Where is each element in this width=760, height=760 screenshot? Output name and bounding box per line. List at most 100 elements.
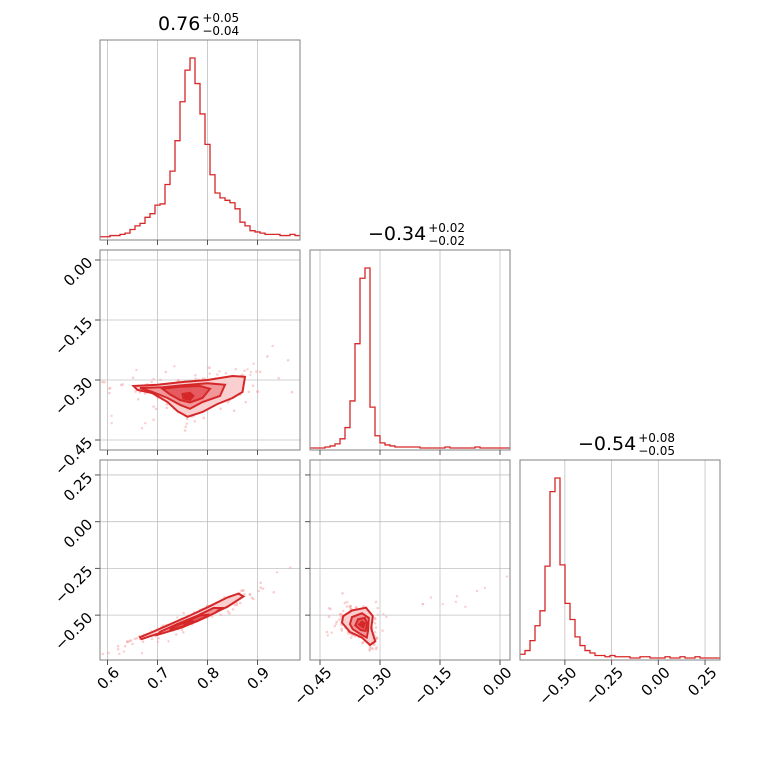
contour-line-level-2 bbox=[348, 612, 370, 640]
scatter-point bbox=[257, 589, 260, 593]
scatter-point bbox=[248, 593, 252, 597]
x-tick-label: 0.00 bbox=[638, 664, 674, 700]
scatter-point bbox=[361, 641, 364, 645]
scatter-point bbox=[219, 613, 223, 617]
contour-line-level-4 bbox=[181, 619, 196, 627]
x-tick-label: −0.30 bbox=[350, 664, 395, 709]
scatter-outlier bbox=[110, 422, 113, 425]
scatter-point bbox=[219, 407, 223, 411]
y-tick-label: 0.00 bbox=[60, 254, 96, 290]
scatter-outlier bbox=[176, 616, 179, 619]
scatter-point bbox=[134, 390, 137, 393]
scatter-point bbox=[255, 370, 258, 373]
panel-content bbox=[100, 40, 300, 240]
scatter-point bbox=[241, 373, 244, 377]
scatter-point bbox=[123, 644, 127, 648]
scatter-point bbox=[232, 409, 236, 412]
panels-layer bbox=[95, 39, 721, 665]
scatter-point bbox=[381, 629, 384, 632]
scatter-point bbox=[341, 609, 345, 613]
scatter-point bbox=[101, 380, 104, 384]
scatter-point bbox=[243, 369, 246, 372]
scatter-point bbox=[180, 628, 184, 632]
param-title-2: −0.54 bbox=[578, 433, 636, 455]
scatter-point bbox=[259, 581, 263, 585]
hist-panel-0 bbox=[99, 39, 301, 245]
panel-frame bbox=[99, 39, 301, 241]
histogram-step-line bbox=[100, 57, 300, 238]
scatter-point bbox=[185, 417, 189, 421]
scatter-point bbox=[108, 391, 111, 395]
scatter-point bbox=[277, 376, 280, 380]
contour-line-level-3 bbox=[353, 616, 369, 633]
scatter-outlier bbox=[206, 366, 210, 370]
x-tick-label: 0.8 bbox=[193, 664, 223, 694]
scatter-point bbox=[343, 601, 347, 605]
panel-frame bbox=[309, 459, 511, 661]
scatter-point bbox=[185, 422, 189, 425]
param-title-upper-2: +0.08 bbox=[638, 431, 675, 445]
scatter-outlier bbox=[140, 426, 144, 430]
scatter-point bbox=[339, 614, 343, 618]
x-tick-label: 0.7 bbox=[143, 664, 173, 694]
y-tick-label: 0.00 bbox=[60, 515, 96, 551]
scatter-point bbox=[129, 639, 133, 642]
scatter-point bbox=[157, 637, 160, 640]
scatter-point bbox=[154, 407, 158, 411]
scatter-outlier bbox=[441, 602, 444, 606]
scatter-outlier bbox=[429, 596, 433, 599]
scatter-point bbox=[354, 606, 358, 610]
panel-content bbox=[520, 460, 720, 660]
scatter-point bbox=[374, 600, 378, 604]
scatter-point bbox=[238, 601, 242, 605]
scatter-point bbox=[312, 564, 315, 567]
scatter-point bbox=[374, 626, 378, 629]
scatter-point bbox=[341, 592, 344, 595]
scatter-point bbox=[374, 647, 378, 651]
scatter-point bbox=[339, 612, 343, 616]
histogram-step-line bbox=[310, 267, 510, 449]
scatter-point bbox=[193, 419, 197, 423]
scatter-outlier bbox=[249, 373, 252, 377]
scatter-outlier bbox=[246, 368, 249, 371]
scatter-outlier bbox=[110, 414, 113, 418]
scatter-point bbox=[202, 416, 206, 420]
scatter-point bbox=[174, 633, 178, 636]
contour-line-level-4 bbox=[181, 391, 195, 402]
scatter-point bbox=[138, 391, 142, 394]
scatter-outlier bbox=[464, 605, 467, 609]
panel-content bbox=[100, 250, 307, 450]
scatter-outlier bbox=[385, 615, 388, 619]
scatter-outlier bbox=[167, 640, 170, 643]
scatter-point bbox=[256, 390, 260, 394]
scatter-point bbox=[107, 651, 110, 655]
scatter-panel-0-2 bbox=[95, 459, 315, 665]
scatter-outlier bbox=[475, 589, 479, 593]
scatter-outlier bbox=[218, 370, 221, 373]
scatter-point bbox=[266, 355, 269, 358]
scatter-point bbox=[327, 615, 331, 619]
scatter-point bbox=[233, 603, 236, 607]
scatter-point bbox=[243, 592, 246, 596]
scatter-point bbox=[373, 616, 377, 620]
scatter-point bbox=[184, 425, 187, 429]
y-tick-label: −0.50 bbox=[51, 609, 96, 654]
histogram-step-line bbox=[520, 477, 720, 659]
scatter-outlier bbox=[340, 623, 343, 627]
scatter-point bbox=[235, 602, 239, 605]
scatter-point bbox=[150, 637, 154, 641]
scatter-outlier bbox=[173, 365, 176, 368]
scatter-point bbox=[181, 630, 185, 634]
contour-line-level-4 bbox=[357, 620, 367, 629]
scatter-point bbox=[345, 605, 349, 608]
scatter-point bbox=[141, 640, 145, 643]
scatter-point bbox=[304, 362, 307, 365]
scatter-point bbox=[224, 372, 228, 375]
scatter-point bbox=[131, 376, 135, 380]
scatter-outlier bbox=[376, 613, 379, 616]
scatter-point bbox=[340, 627, 343, 630]
scatter-point bbox=[194, 377, 198, 381]
param-title-lower-0: −0.04 bbox=[202, 24, 239, 38]
param-title-upper-0: +0.05 bbox=[202, 11, 239, 25]
scatter-point bbox=[101, 652, 105, 656]
